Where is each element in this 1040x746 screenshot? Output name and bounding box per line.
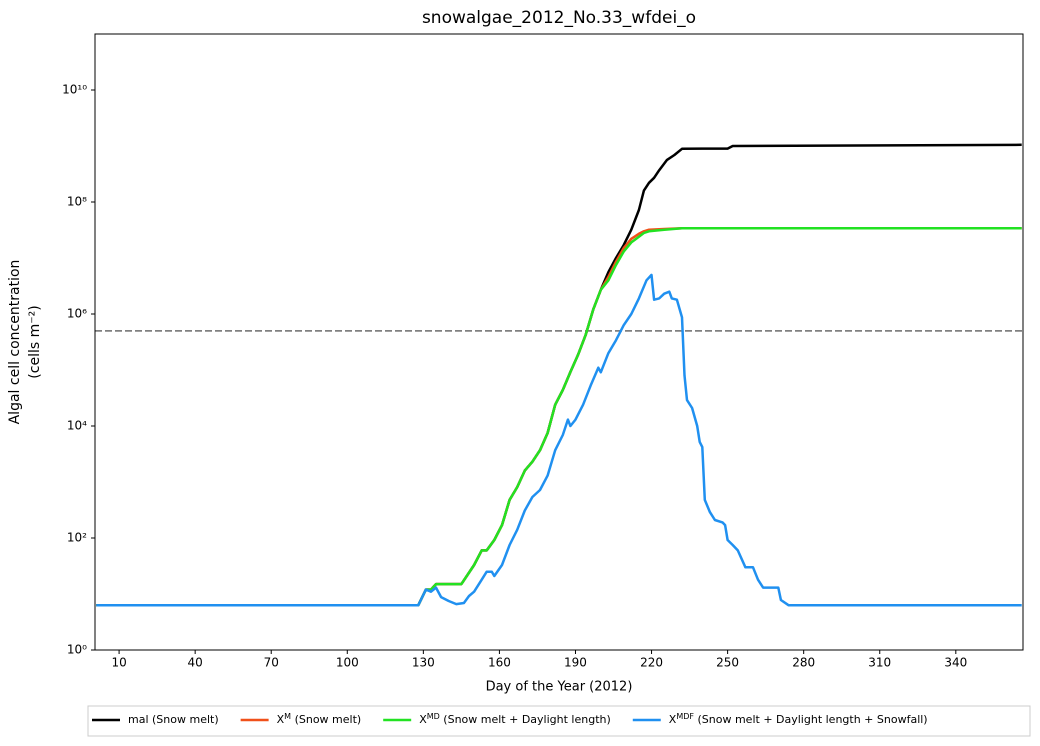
plot-frame <box>94 33 1024 651</box>
x-tick-label: 310 <box>868 656 891 670</box>
x-tick-label: 10 <box>111 656 126 670</box>
y-tick-label: 10⁰ <box>67 643 87 657</box>
x-tick-label: 130 <box>412 656 435 670</box>
y-tick-label: 10¹⁰ <box>62 83 87 97</box>
x-axis-label: Day of the Year (2012) <box>486 680 633 695</box>
y-axis-label: (cells m⁻²) <box>27 305 43 378</box>
y-tick-label: 10⁸ <box>67 195 87 209</box>
legend-label: XM (Snow melt) <box>277 712 362 727</box>
y-axis-label: Algal cell concentration <box>7 260 23 425</box>
x-tick-label: 160 <box>488 656 511 670</box>
series-line <box>96 226 1022 607</box>
legend-label: XMDF (Snow melt + Daylight length + Snow… <box>669 712 928 727</box>
y-tick-label: 10² <box>67 531 87 545</box>
x-tick-label: 220 <box>640 656 663 670</box>
x-tick-label: 40 <box>188 656 203 670</box>
series-line <box>96 226 1022 607</box>
series-line <box>96 273 1022 607</box>
x-tick-label: 100 <box>336 656 359 670</box>
x-tick-label: 340 <box>944 656 967 670</box>
legend-label: mal (Snow melt) <box>128 713 219 726</box>
y-tick-label: 10⁶ <box>67 307 87 321</box>
x-tick-label: 280 <box>792 656 815 670</box>
series-line <box>96 143 1022 607</box>
legend-label: XMD (Snow melt + Daylight length) <box>419 712 611 727</box>
x-tick-label: 190 <box>564 656 587 670</box>
x-tick-label: 250 <box>716 656 739 670</box>
chart-title: snowalgae_2012_No.33_wfdei_o <box>422 8 696 28</box>
x-tick-label: 70 <box>264 656 279 670</box>
y-tick-label: 10⁴ <box>67 419 87 433</box>
